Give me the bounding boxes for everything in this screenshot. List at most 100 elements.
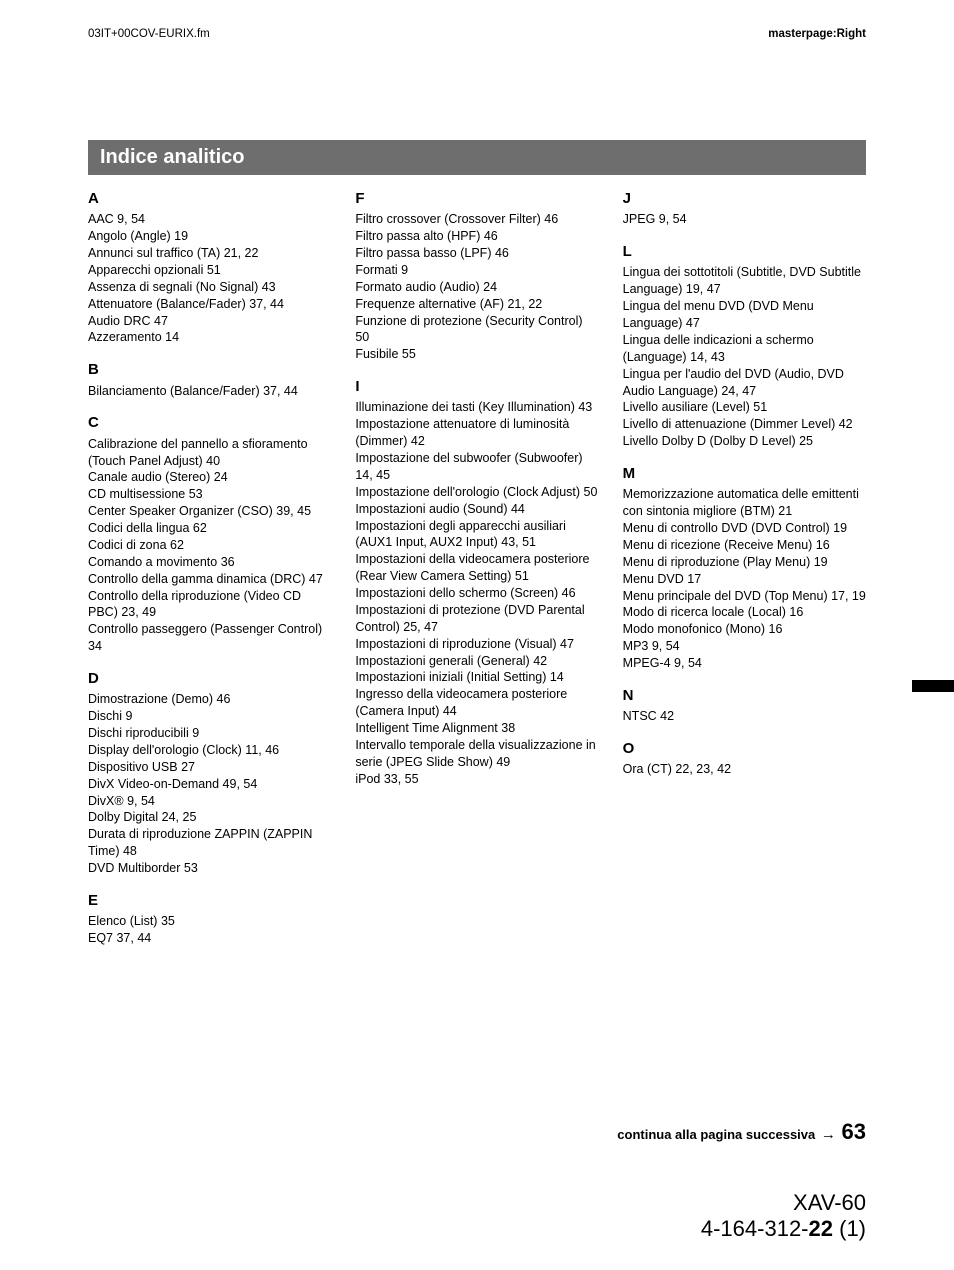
index-entry: Intelligent Time Alignment 38 bbox=[355, 720, 598, 737]
index-entry: Menu di controllo DVD (DVD Control) 19 bbox=[623, 520, 866, 537]
index-entry: Impostazione del subwoofer (Subwoofer) 1… bbox=[355, 450, 598, 484]
index-entry: Illuminazione dei tasti (Key Illuminatio… bbox=[355, 399, 598, 416]
footer: XAV-60 4-164-312-22 (1) bbox=[701, 1190, 866, 1242]
index-entry: Livello Dolby D (Dolby D Level) 25 bbox=[623, 433, 866, 450]
index-entry: Intervallo temporale della visualizzazio… bbox=[355, 737, 598, 771]
index-entry: Comando a movimento 36 bbox=[88, 554, 331, 571]
index-entry: Ora (CT) 22, 23, 42 bbox=[623, 761, 866, 778]
index-entry: MPEG-4 9, 54 bbox=[623, 655, 866, 672]
index-entry: CD multisessione 53 bbox=[88, 486, 331, 503]
index-entry: Formato audio (Audio) 24 bbox=[355, 279, 598, 296]
index-entry: EQ7 37, 44 bbox=[88, 930, 331, 947]
index-entry: Modo monofonico (Mono) 16 bbox=[623, 621, 866, 638]
index-entry: Codici di zona 62 bbox=[88, 537, 331, 554]
index-entry: Funzione di protezione (Security Control… bbox=[355, 313, 598, 347]
index-letter: A bbox=[88, 189, 331, 209]
index-entry: Filtro passa basso (LPF) 46 bbox=[355, 245, 598, 262]
index-entry: Ingresso della videocamera posteriore (C… bbox=[355, 686, 598, 720]
continue-text: continua alla pagina successiva bbox=[617, 1127, 815, 1142]
index-entry: Lingua del menu DVD (DVD Menu Language) … bbox=[623, 298, 866, 332]
index-entry: DivX® 9, 54 bbox=[88, 793, 331, 810]
side-tab bbox=[912, 680, 954, 692]
index-letter: L bbox=[623, 242, 866, 262]
index-entry: Lingua dei sottotitoli (Subtitle, DVD Su… bbox=[623, 264, 866, 298]
index-letter: N bbox=[623, 686, 866, 706]
index-entry: Lingua delle indicazioni a schermo (Lang… bbox=[623, 332, 866, 366]
index-entry: Controllo passeggero (Passenger Control)… bbox=[88, 621, 331, 655]
index-entry: Impostazioni audio (Sound) 44 bbox=[355, 501, 598, 518]
index-entry: MP3 9, 54 bbox=[623, 638, 866, 655]
index-entry: Menu di ricezione (Receive Menu) 16 bbox=[623, 537, 866, 554]
index-entry: Display dell'orologio (Clock) 11, 46 bbox=[88, 742, 331, 759]
top-bar: 03IT+00COV-EURIX.fm masterpage:Right bbox=[88, 28, 866, 40]
index-entry: Livello di attenuazione (Dimmer Level) 4… bbox=[623, 416, 866, 433]
index-entry: Impostazioni dello schermo (Screen) 46 bbox=[355, 585, 598, 602]
index-entry: Impostazioni degli apparecchi ausiliari … bbox=[355, 518, 598, 552]
index-letter: E bbox=[88, 891, 331, 911]
index-letter: J bbox=[623, 189, 866, 209]
index-entry: Impostazioni generali (General) 42 bbox=[355, 653, 598, 670]
index-entry: Controllo della riproduzione (Video CD P… bbox=[88, 588, 331, 622]
index-entry: Bilanciamento (Balance/Fader) 37, 44 bbox=[88, 383, 331, 400]
index-entry: Dimostrazione (Demo) 46 bbox=[88, 691, 331, 708]
index-entry: Menu di riproduzione (Play Menu) 19 bbox=[623, 554, 866, 571]
index-entry: Impostazioni iniziali (Initial Setting) … bbox=[355, 669, 598, 686]
header-left: 03IT+00COV-EURIX.fm bbox=[88, 28, 210, 40]
section-title: Indice analitico bbox=[88, 140, 866, 175]
index-entry: Dispositivo USB 27 bbox=[88, 759, 331, 776]
index-entry: Impostazioni di protezione (DVD Parental… bbox=[355, 602, 598, 636]
index-entry: AAC 9, 54 bbox=[88, 211, 331, 228]
index-entry: Frequenze alternative (AF) 21, 22 bbox=[355, 296, 598, 313]
index-entry: DVD Multiborder 53 bbox=[88, 860, 331, 877]
index-entry: JPEG 9, 54 bbox=[623, 211, 866, 228]
index-letter: O bbox=[623, 739, 866, 759]
index-entry: Azzeramento 14 bbox=[88, 329, 331, 346]
index-entry: Codici della lingua 62 bbox=[88, 520, 331, 537]
index-entry: Elenco (List) 35 bbox=[88, 913, 331, 930]
index-entry: Lingua per l'audio del DVD (Audio, DVD A… bbox=[623, 366, 866, 400]
index-letter: D bbox=[88, 669, 331, 689]
index-letter: C bbox=[88, 413, 331, 433]
index-letter: I bbox=[355, 377, 598, 397]
footer-line2: 4-164-312-22 (1) bbox=[701, 1216, 866, 1242]
index-entry: Filtro passa alto (HPF) 46 bbox=[355, 228, 598, 245]
index-entry: Calibrazione del pannello a sfioramento … bbox=[88, 436, 331, 470]
index-entry: NTSC 42 bbox=[623, 708, 866, 725]
page-number: 63 bbox=[842, 1119, 866, 1144]
index-entry: Apparecchi opzionali 51 bbox=[88, 262, 331, 279]
index-entry: Durata di riproduzione ZAPPIN (ZAPPIN Ti… bbox=[88, 826, 331, 860]
index-columns: A AAC 9, 54Angolo (Angle) 19Annunci sul t… bbox=[88, 189, 866, 947]
index-entry: Modo di ricerca locale (Local) 16 bbox=[623, 604, 866, 621]
index-entry: Memorizzazione automatica delle emittent… bbox=[623, 486, 866, 520]
index-entry: Audio DRC 47 bbox=[88, 313, 331, 330]
index-entry: Impostazione dell'orologio (Clock Adjust… bbox=[355, 484, 598, 501]
index-entry: Annunci sul traffico (TA) 21, 22 bbox=[88, 245, 331, 262]
index-entry: Formati 9 bbox=[355, 262, 598, 279]
header-right: masterpage:Right bbox=[768, 28, 866, 40]
index-letter: B bbox=[88, 360, 331, 380]
index-entry: Dolby Digital 24, 25 bbox=[88, 809, 331, 826]
index-entry: Dischi 9 bbox=[88, 708, 331, 725]
index-entry: Menu DVD 17 bbox=[623, 571, 866, 588]
index-column: FFiltro crossover (Crossover Filter) 46F… bbox=[355, 189, 598, 947]
index-column: A AAC 9, 54Angolo (Angle) 19Annunci sul t… bbox=[88, 189, 331, 947]
index-entry: Impostazioni di riproduzione (Visual) 47 bbox=[355, 636, 598, 653]
index-entry: Livello ausiliare (Level) 51 bbox=[623, 399, 866, 416]
index-entry: Dischi riproducibili 9 bbox=[88, 725, 331, 742]
index-entry: Attenuatore (Balance/Fader) 37, 44 bbox=[88, 296, 331, 313]
index-entry: Controllo della gamma dinamica (DRC) 47 bbox=[88, 571, 331, 588]
index-entry: iPod 33, 55 bbox=[355, 771, 598, 788]
index-entry: Menu principale del DVD (Top Menu) 17, 1… bbox=[623, 588, 866, 605]
index-entry: Angolo (Angle) 19 bbox=[88, 228, 331, 245]
index-entry: Impostazioni della videocamera posterior… bbox=[355, 551, 598, 585]
continue-line: continua alla pagina successiva → 63 bbox=[617, 1119, 866, 1145]
index-entry: Canale audio (Stereo) 24 bbox=[88, 469, 331, 486]
footer-line1: XAV-60 bbox=[701, 1190, 866, 1216]
index-entry: Assenza di segnali (No Signal) 43 bbox=[88, 279, 331, 296]
index-entry: Impostazione attenuatore di luminosità (… bbox=[355, 416, 598, 450]
index-entry: DivX Video-on-Demand 49, 54 bbox=[88, 776, 331, 793]
index-entry: Filtro crossover (Crossover Filter) 46 bbox=[355, 211, 598, 228]
index-entry: Center Speaker Organizer (CSO) 39, 45 bbox=[88, 503, 331, 520]
index-letter: F bbox=[355, 189, 598, 209]
index-letter: M bbox=[623, 464, 866, 484]
